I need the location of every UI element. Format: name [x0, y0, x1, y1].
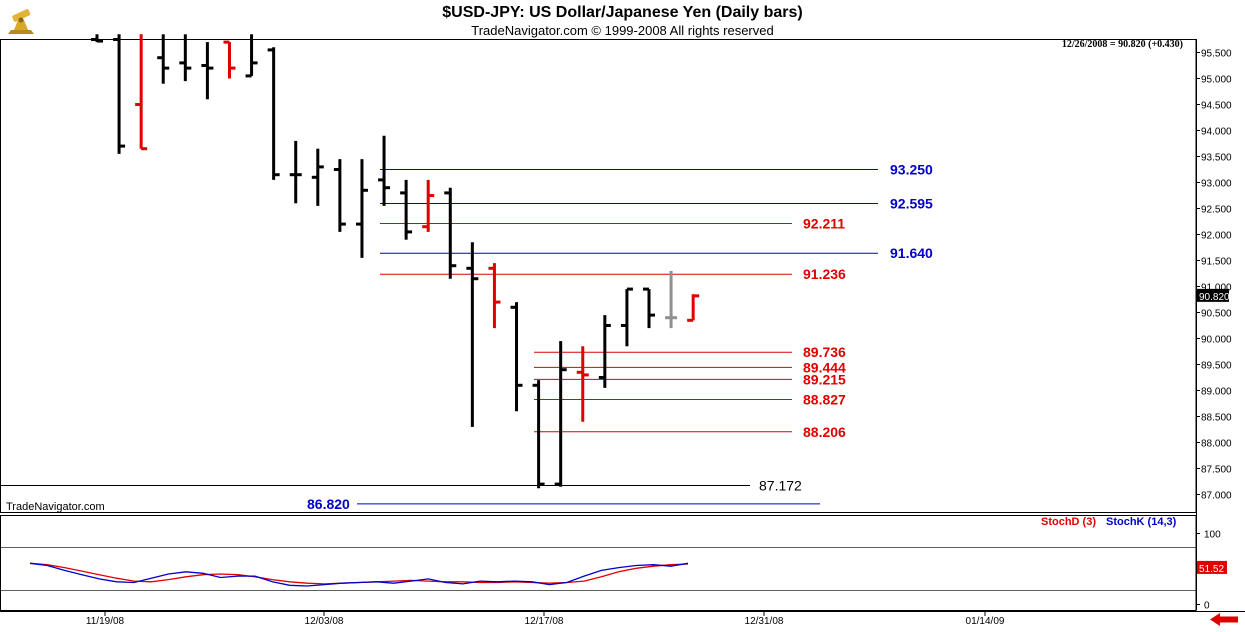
- price-bar: [488, 263, 501, 329]
- time-tick-label: 12/03/08: [305, 616, 344, 627]
- oscillator-tick-label: 0: [1204, 601, 1210, 612]
- level-label: 92.211: [803, 216, 845, 232]
- price-bar: [135, 34, 148, 151]
- level-label: 89.736: [803, 344, 846, 360]
- stoch-value-label: 51.52: [1199, 564, 1224, 575]
- left-arrow-icon[interactable]: [1209, 612, 1239, 627]
- price-tick-label: 94.500: [1201, 101, 1232, 112]
- price-tick-label: 91.000: [1201, 283, 1232, 294]
- price-tick-label: 94.000: [1201, 127, 1232, 138]
- stoch-value-badge: [1197, 560, 1227, 574]
- last-quote: 12/26/2008 = 90.820 (+0.430): [1061, 39, 1183, 50]
- telescope-logo-icon: [4, 4, 38, 38]
- price-tick-label: 90.500: [1201, 309, 1232, 320]
- price-bar: [91, 34, 103, 43]
- price-tick-label: 93.500: [1201, 153, 1232, 164]
- level-label: 88.206: [803, 424, 846, 440]
- price-bar: [643, 287, 655, 329]
- legend-stoch-k: StochK (14,3): [1106, 516, 1177, 528]
- watermark: TradeNavigator.com: [6, 501, 105, 513]
- level-label: 89.215: [803, 371, 846, 387]
- price-bar: [598, 315, 611, 388]
- price-bar: [311, 148, 324, 206]
- price-tick-label: 89.000: [1201, 387, 1232, 398]
- level-label: 88.827: [803, 391, 846, 407]
- price-bar: [422, 179, 435, 232]
- price-tick-label: 88.500: [1201, 413, 1232, 424]
- price-tick-label: 90.000: [1201, 335, 1232, 346]
- stochastic-line: [29, 562, 689, 587]
- price-bar: [510, 302, 523, 412]
- price-tick-label: 92.000: [1201, 231, 1232, 242]
- price-tick-label: 87.000: [1201, 491, 1232, 502]
- price-bar: [665, 270, 678, 329]
- price-bar: [444, 187, 457, 279]
- level-label: 89.444: [803, 359, 846, 375]
- price-bar: [466, 242, 479, 427]
- price-bar: [201, 42, 214, 100]
- price-tick-label: 95.500: [1201, 49, 1232, 60]
- price-bar: [576, 346, 589, 422]
- price-bar: [355, 159, 368, 258]
- price-bar: [289, 140, 302, 204]
- price-bar: [223, 40, 236, 79]
- time-tick-label: 11/19/08: [86, 616, 125, 627]
- oscillator-panel-frame: [0, 515, 1197, 611]
- copyright-subtitle: TradeNavigator.com © 1999-2008 All right…: [471, 23, 774, 38]
- price-bar: [333, 159, 346, 232]
- last-price-label: 90.820: [1199, 292, 1230, 303]
- legend-stoch-d: StochD (3): [1041, 516, 1096, 528]
- time-tick-label: 12/17/08: [525, 616, 564, 627]
- level-label: 93.250: [890, 162, 933, 178]
- price-tick-label: 89.500: [1201, 361, 1232, 372]
- price-tick-label: 91.500: [1201, 257, 1232, 268]
- price-tick-label: 93.000: [1201, 179, 1232, 190]
- level-label: 92.595: [890, 196, 933, 212]
- price-bar: [400, 179, 413, 240]
- price-tick-label: 87.500: [1201, 465, 1232, 476]
- price-tick-label: 88.000: [1201, 439, 1232, 450]
- level-label: 86.820: [307, 496, 350, 512]
- price-bar: [267, 47, 280, 180]
- level-label: 87.172: [759, 478, 802, 494]
- price-bar: [620, 287, 633, 347]
- level-label: 91.640: [890, 245, 933, 261]
- price-bar: [532, 380, 545, 489]
- oscillator-tick-label: 100: [1204, 530, 1221, 541]
- chart-title: $USD-JPY: US Dollar/Japanese Yen (Daily …: [442, 4, 803, 21]
- price-panel-frame: [0, 39, 1197, 513]
- price-bar: [378, 135, 391, 206]
- level-label: 91.236: [803, 266, 846, 282]
- time-tick-label: 01/14/09: [966, 616, 1005, 627]
- price-bar: [113, 34, 126, 154]
- stochastic-line: [29, 562, 689, 585]
- price-bar: [157, 34, 170, 84]
- price-bar: [179, 34, 192, 82]
- last-price-badge: [1197, 288, 1229, 302]
- price-tick-label: 92.500: [1201, 205, 1232, 216]
- price-bar: [687, 294, 700, 322]
- price-tick-label: 95.000: [1201, 75, 1232, 86]
- price-bar: [245, 34, 258, 78]
- price-bar: [554, 341, 567, 487]
- time-tick-label: 12/31/08: [745, 616, 784, 627]
